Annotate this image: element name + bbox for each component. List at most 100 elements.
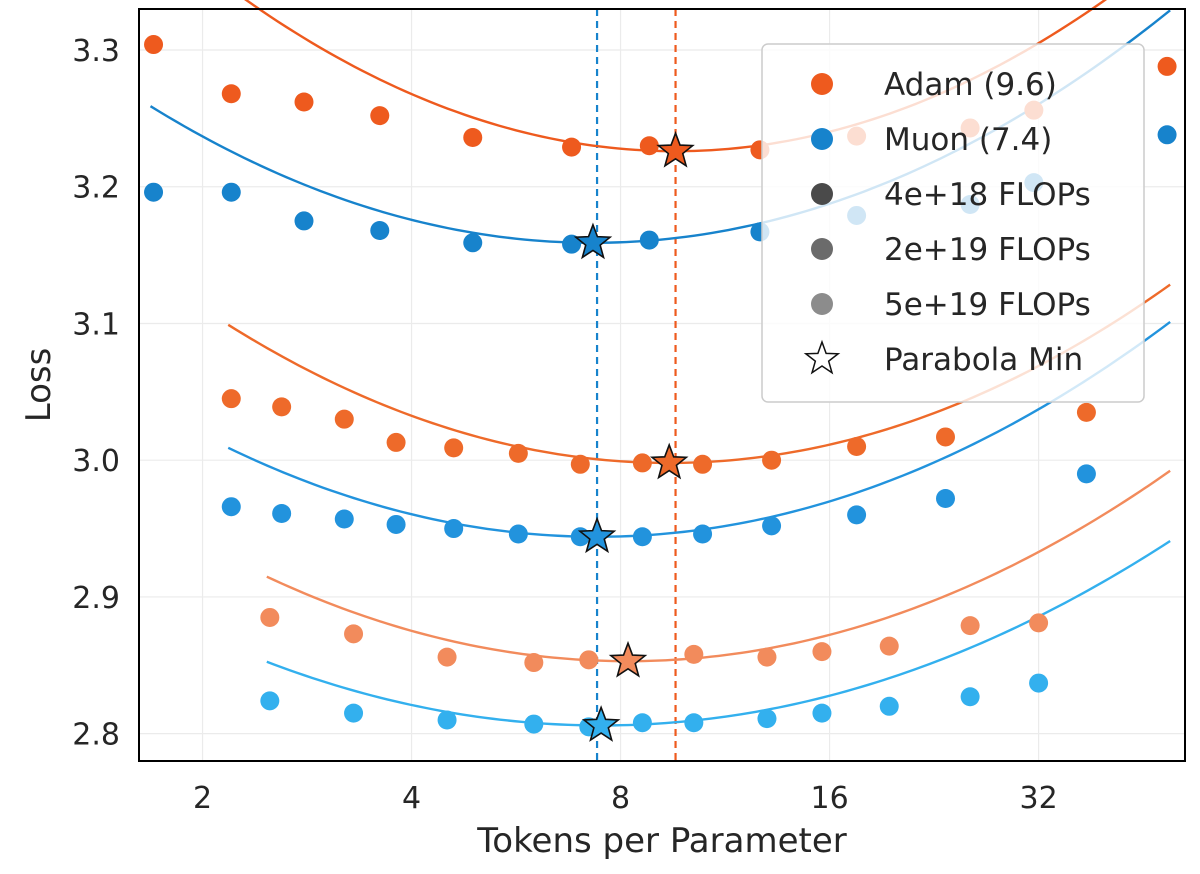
x-tick-label: 32	[1020, 781, 1058, 816]
data-point	[847, 505, 867, 525]
data-point	[639, 230, 659, 250]
data-point	[508, 443, 528, 463]
parabola-min-star	[649, 442, 689, 480]
legend-label: 2e+19 FLOPs	[884, 232, 1091, 268]
parabola-minimums	[573, 130, 695, 742]
parabola-min-star	[656, 130, 695, 168]
plot-frame	[138, 8, 1186, 762]
data-point	[684, 644, 704, 664]
data-point	[562, 137, 582, 157]
data-point	[1076, 402, 1096, 422]
data-point	[144, 182, 164, 202]
data-point	[386, 514, 406, 534]
data-point	[524, 714, 544, 734]
parabola-curves	[149, 0, 1171, 727]
parabola-min-star	[581, 705, 621, 742]
parabola-curve	[266, 469, 1171, 663]
legend-label: Parabola Min	[884, 342, 1083, 378]
data-point	[693, 454, 713, 474]
data-point	[847, 437, 867, 457]
legend-marker	[811, 183, 833, 205]
y-axis-label: Loss	[19, 348, 59, 423]
data-point	[221, 84, 241, 104]
data-point	[524, 653, 544, 673]
data-point	[370, 221, 390, 240]
axis-ticks: 2 4 8 16 32 2.8 2.9 3.0 3.1 3.2 3.3	[72, 34, 1057, 816]
data-point	[1157, 56, 1177, 76]
x-axis-label: Tokens per Parameter	[476, 821, 846, 861]
legend-label: 4e+18 FLOPs	[884, 177, 1091, 213]
x-tick-label: 16	[810, 781, 848, 816]
legend-label: Muon (7.4)	[884, 122, 1052, 158]
data-point	[334, 509, 354, 529]
data-point	[437, 647, 457, 667]
data-point	[693, 524, 713, 544]
legend: Adam (9.6) Muon (7.4) 4e+18 FLOPs 2e+19 FLO…	[761, 43, 1145, 403]
data-point	[444, 438, 464, 458]
data-point	[960, 616, 980, 636]
y-tick-label: 3.1	[72, 307, 120, 342]
legend-marker	[811, 238, 833, 260]
data-point	[1029, 673, 1049, 693]
data-point	[221, 182, 241, 202]
legend-label: Adam (9.6)	[884, 67, 1057, 103]
data-point	[632, 453, 652, 473]
data-point	[562, 234, 582, 254]
data-point	[221, 389, 241, 409]
x-tick-label: 4	[402, 781, 421, 816]
data-point	[762, 516, 782, 536]
data-point	[936, 488, 955, 508]
parabola-curve	[266, 540, 1171, 727]
data-point	[812, 642, 832, 662]
y-tick-label: 3.2	[72, 171, 120, 206]
legend-marker	[811, 128, 833, 150]
legend-marker	[811, 73, 833, 95]
legend-box	[761, 43, 1145, 403]
data-point	[936, 427, 955, 447]
data-point	[762, 450, 782, 470]
data-point	[757, 709, 777, 729]
data-point	[879, 636, 899, 656]
parabola-min-star	[577, 516, 617, 554]
data-point	[260, 691, 280, 711]
data-point	[960, 687, 980, 707]
data-point	[879, 696, 899, 716]
data-point	[757, 647, 777, 667]
data-point	[579, 650, 599, 670]
data-point	[272, 397, 292, 417]
data-point	[812, 703, 832, 723]
data-point	[294, 211, 314, 231]
data-point	[632, 527, 652, 547]
data-point	[463, 233, 483, 253]
data-point	[1029, 613, 1049, 633]
data-point	[463, 128, 483, 148]
legend-marker	[811, 293, 833, 315]
y-tick-label: 2.8	[72, 718, 120, 753]
data-point	[570, 454, 590, 474]
data-point	[144, 35, 164, 55]
data-point	[508, 524, 528, 544]
data-point	[334, 409, 354, 429]
y-tick-label: 3.0	[72, 444, 120, 479]
parabola-min-star	[573, 222, 613, 260]
data-point	[684, 713, 704, 733]
legend-label: 5e+19 FLOPs	[884, 287, 1091, 323]
y-tick-label: 3.3	[72, 34, 120, 69]
data-point	[1157, 125, 1177, 145]
data-point	[344, 703, 364, 723]
data-point	[272, 504, 292, 524]
legend-star-marker	[803, 339, 841, 375]
data-point	[1076, 464, 1096, 484]
data-point	[370, 106, 390, 126]
data-point	[639, 136, 659, 156]
x-tick-label: 2	[193, 781, 212, 816]
parabola-min-star	[608, 640, 648, 678]
data-point	[344, 624, 364, 644]
data-point	[444, 519, 464, 539]
data-point	[632, 713, 652, 733]
data-point	[294, 92, 314, 112]
data-point	[221, 497, 241, 517]
x-tick-label: 8	[611, 781, 630, 816]
y-tick-label: 2.9	[72, 581, 120, 616]
